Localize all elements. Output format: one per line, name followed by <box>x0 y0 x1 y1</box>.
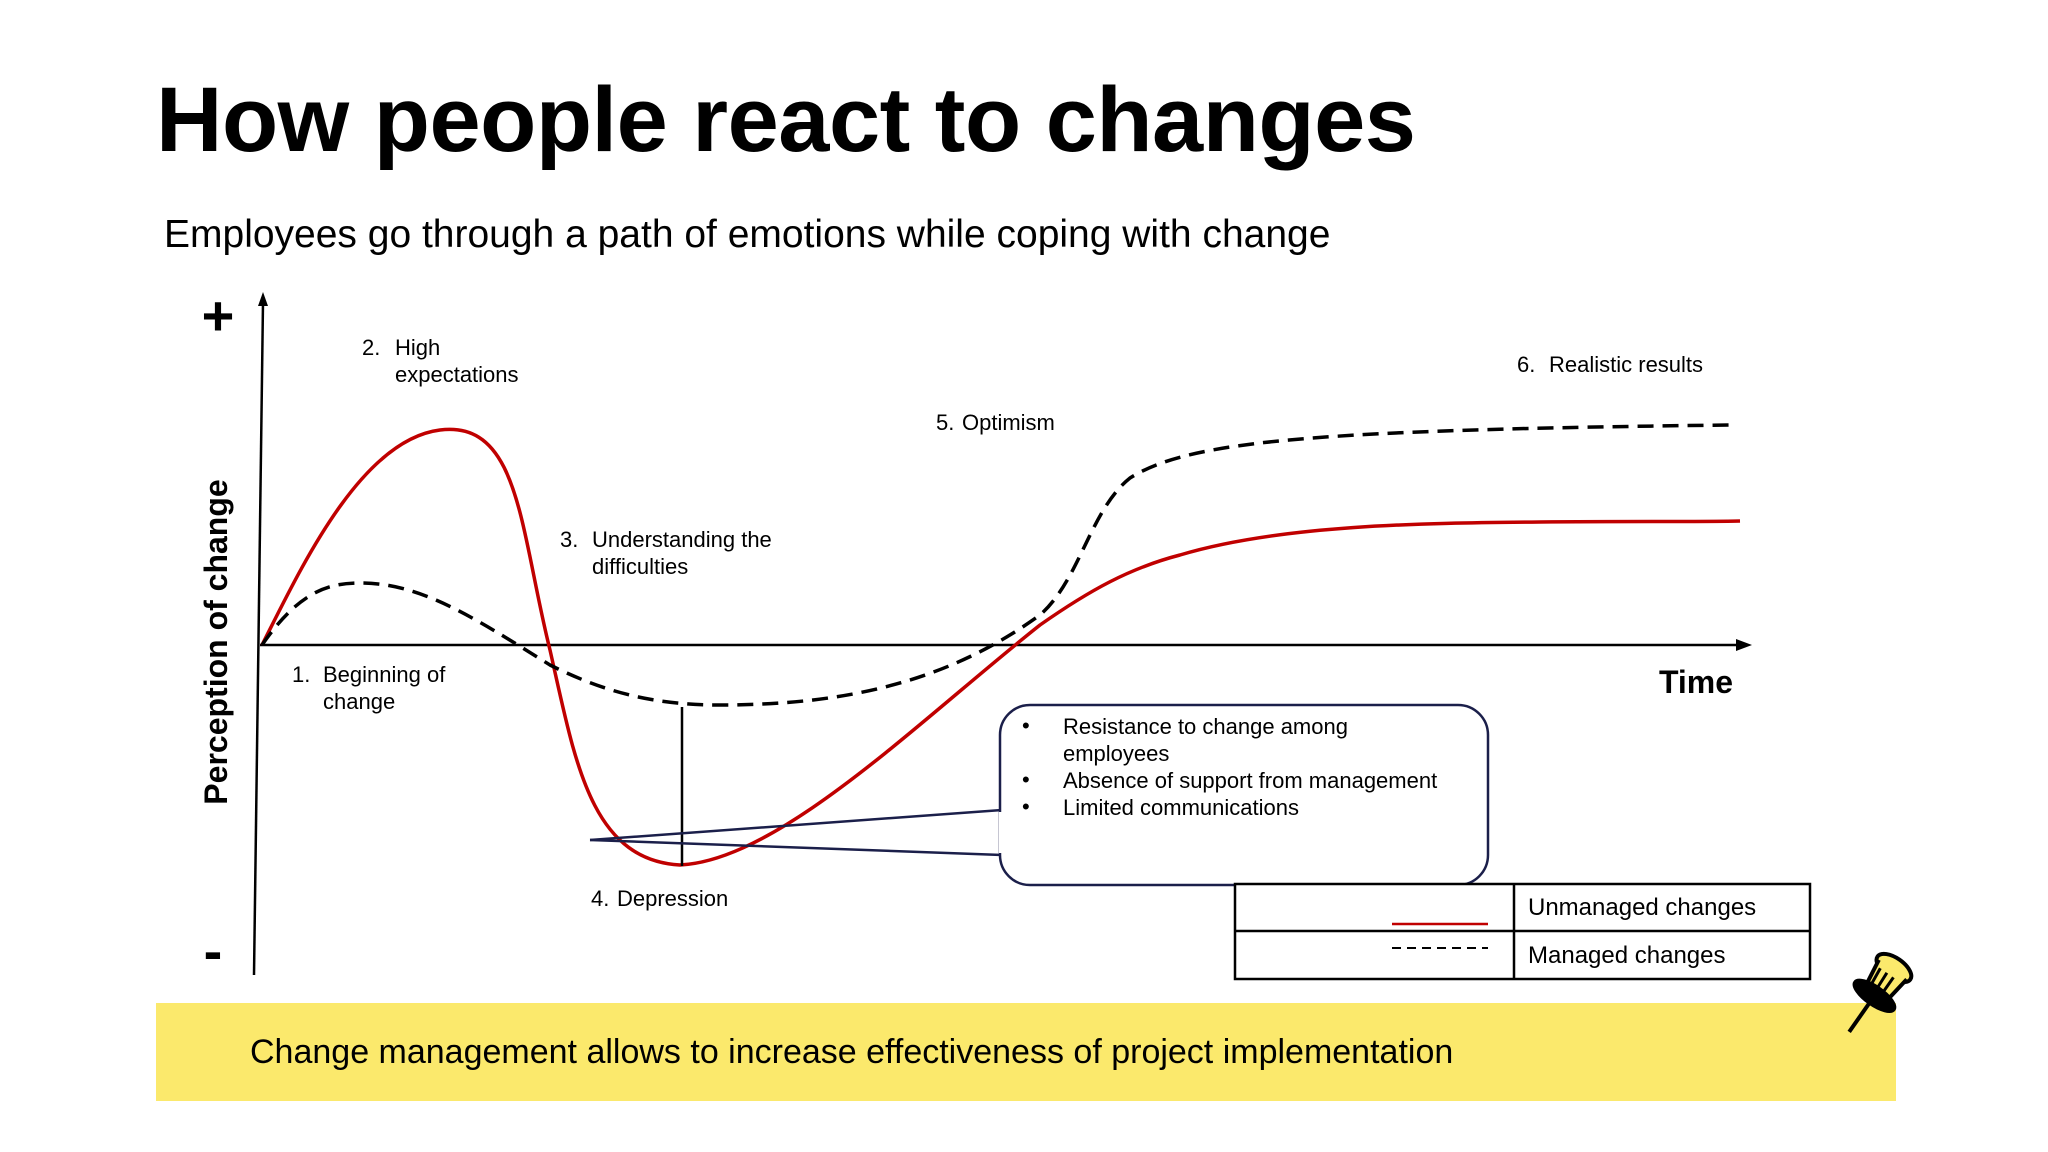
y-axis <box>252 301 265 976</box>
stage-5-line-1: Optimism <box>962 410 1055 435</box>
stage-3-line-1: Understanding the <box>592 527 772 552</box>
stage-2-line-2: expectations <box>395 362 519 387</box>
y-axis-minus: - <box>204 919 223 982</box>
slide-subtitle: Employees go through a path of emotions … <box>164 213 1331 256</box>
stage-6-line-1: Realistic results <box>1549 352 1703 377</box>
slide-title: How people react to changes <box>156 69 1416 171</box>
callout-text-3: Limited communications <box>1063 795 1299 820</box>
stage-4-line-1: Depression <box>617 886 728 911</box>
callout-text-2: Absence of support from management <box>1063 768 1437 793</box>
callout-text-1b: employees <box>1063 741 1169 766</box>
legend-label-unmanaged: Unmanaged changes <box>1528 894 1756 921</box>
conclusion-banner: Change management allows to increase eff… <box>156 1003 1896 1101</box>
stage-1-line-1: Beginning of <box>323 662 446 687</box>
callout-pointer-bottom <box>589 838 1003 857</box>
y-axis-arrowhead <box>258 292 268 306</box>
callout-bullet-3: • <box>1022 794 1030 819</box>
stage-6-number: 6. <box>1517 352 1535 377</box>
stage-4-number: 4. <box>591 886 609 911</box>
legend: Unmanaged changes Managed changes <box>1233 882 1812 981</box>
callout-bullet-1: • <box>1022 713 1030 738</box>
stage-2-number: 2. <box>362 335 380 360</box>
y-axis-plus: + <box>202 284 235 347</box>
y-axis-label: Perception of change <box>198 479 234 804</box>
stage-3-number: 3. <box>560 527 578 552</box>
callout-bullet-2: • <box>1022 767 1030 792</box>
callout-text-1a: Resistance to change among <box>1063 714 1348 739</box>
x-axis-arrowhead <box>1736 639 1752 651</box>
stage-1-line-2: change <box>323 689 395 714</box>
pushpin-icon <box>1847 951 1914 1034</box>
unmanaged-changes-curve <box>260 427 1741 867</box>
stage-5-number: 5. <box>936 410 954 435</box>
conclusion-banner-text: Change management allows to increase eff… <box>250 1033 1454 1071</box>
stage-3-line-2: difficulties <box>592 554 688 579</box>
stage-2-line-1: High <box>395 335 440 360</box>
stage-1-number: 1. <box>292 662 310 687</box>
managed-changes-curve <box>260 423 1731 707</box>
legend-label-managed: Managed changes <box>1528 942 1725 969</box>
callout-pointer-top <box>589 808 1003 842</box>
x-axis-label: Time <box>1659 664 1733 700</box>
